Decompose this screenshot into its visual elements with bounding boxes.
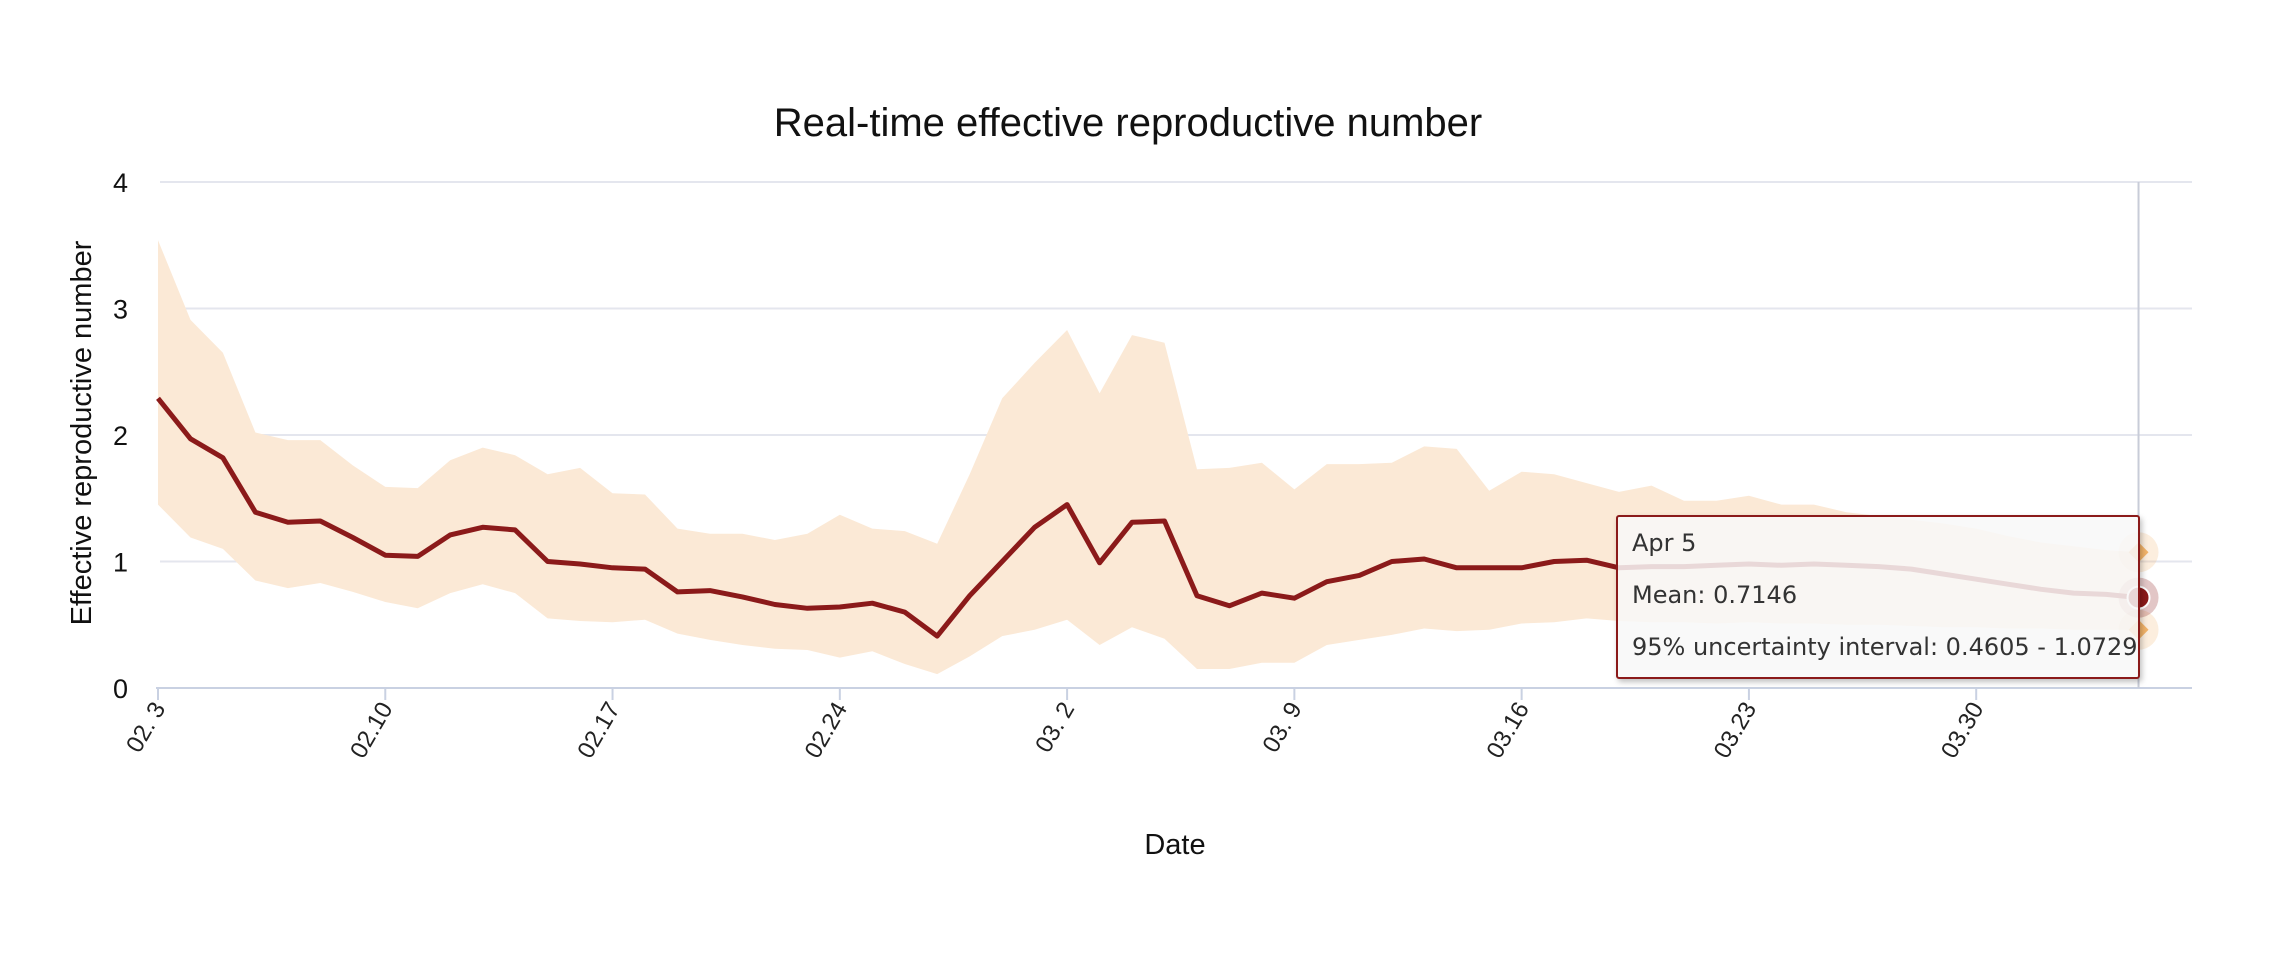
x-tick-label: 02.24 <box>800 698 853 764</box>
x-tick-label: 02. 3 <box>121 698 171 758</box>
y-tick-label: 1 <box>113 548 128 578</box>
chart-title: Real-time effective reproductive number <box>774 101 1482 145</box>
x-tick-label: 03. 2 <box>1030 698 1080 758</box>
y-axis-ticks: 0 1 2 3 4 <box>113 168 128 704</box>
y-tick-label: 0 <box>113 674 128 704</box>
hover-tooltip: Apr 5 Mean: 0.7146 95% uncertainty inter… <box>1616 515 2140 679</box>
tooltip-mean: Mean: 0.7146 <box>1632 581 1798 609</box>
tooltip-interval: 95% uncertainty interval: 0.4605 - 1.072… <box>1632 633 2138 661</box>
y-tick-label: 3 <box>113 295 128 325</box>
x-tick-label: 03.23 <box>1709 698 1762 764</box>
x-tick-label: 03.30 <box>1936 698 1989 764</box>
x-tick-label: 03. 9 <box>1257 698 1307 758</box>
x-tick-label: 02.17 <box>572 698 625 764</box>
x-tick-label: 02.10 <box>345 698 398 764</box>
x-axis-ticks: 02. 3 02.10 02.17 02.24 03. 2 03. 9 03.16 03.23… <box>121 688 1989 763</box>
x-axis-label: Date <box>1144 829 1205 861</box>
y-axis-label: Effective reproductive number <box>66 240 98 625</box>
x-tick-label: 03.16 <box>1481 698 1534 764</box>
tooltip-date: Apr 5 <box>1632 529 1697 557</box>
y-tick-label: 2 <box>113 421 128 451</box>
y-tick-label: 4 <box>113 168 128 198</box>
